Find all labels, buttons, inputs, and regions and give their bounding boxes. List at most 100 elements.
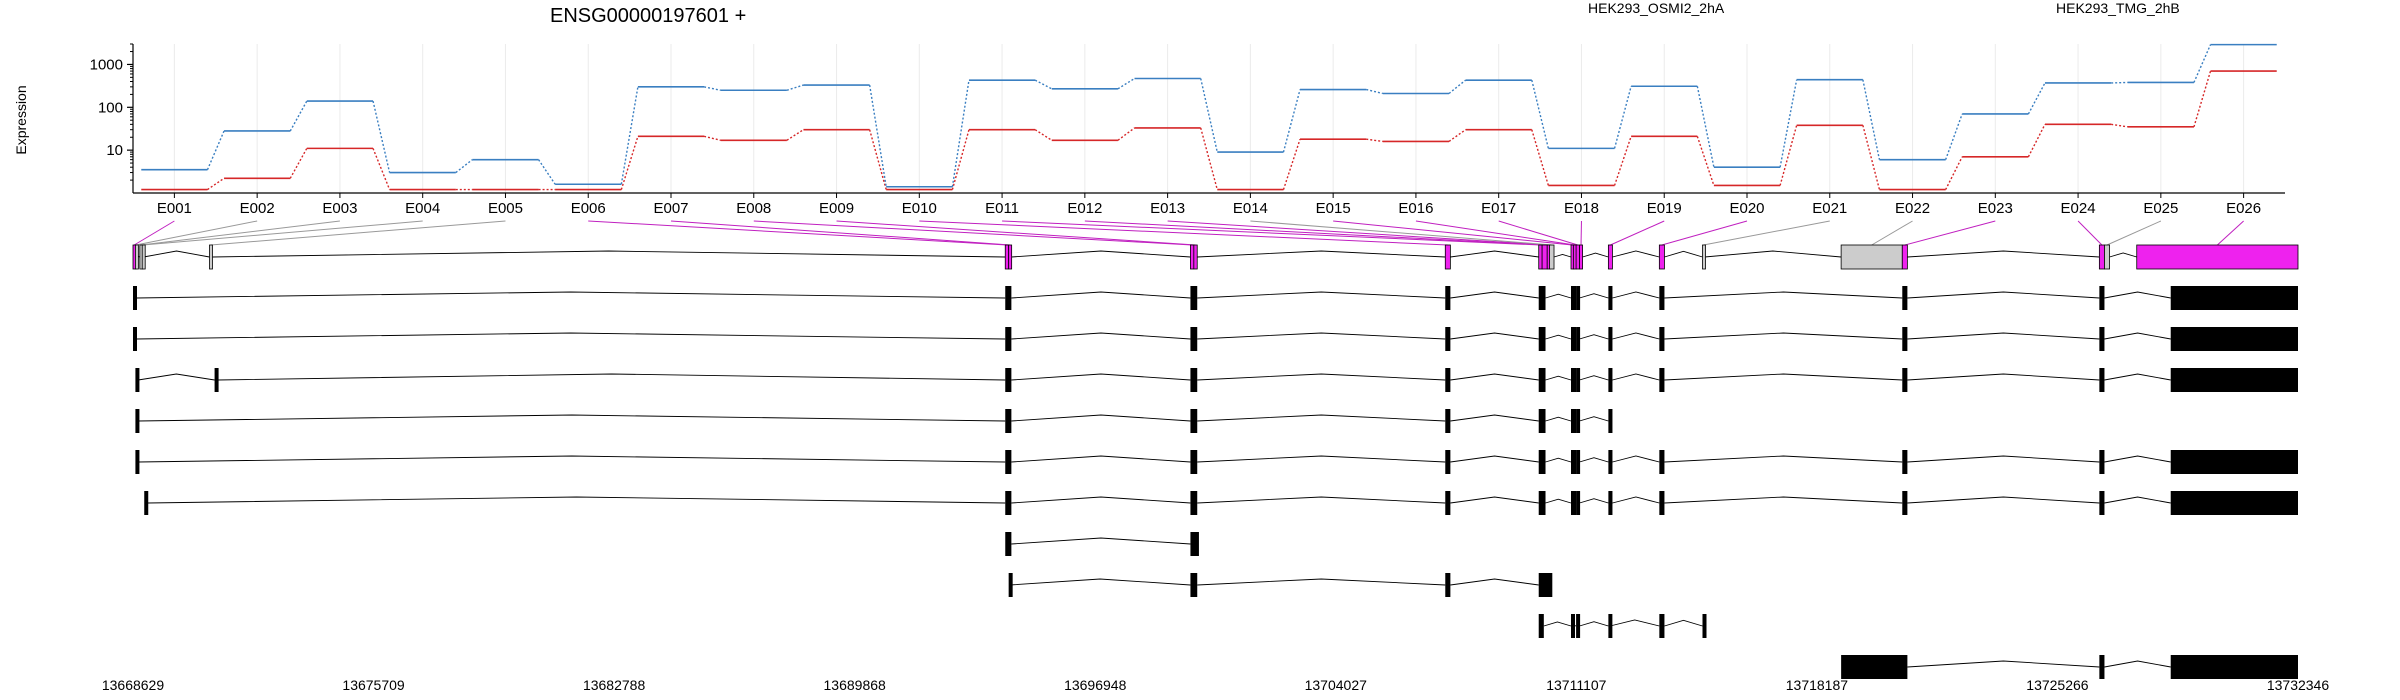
- x-tick-label-E021: E021: [1812, 200, 1847, 217]
- x-tick-label-E016: E016: [1398, 200, 1433, 217]
- transcript-exon: [1576, 409, 1581, 433]
- exon-E002: [135, 244, 139, 270]
- exon-E020: [1658, 244, 1665, 270]
- x-tick-label-E008: E008: [736, 200, 771, 217]
- series-2-transition: [1117, 77, 1135, 90]
- transcript-intron: [1579, 621, 1609, 627]
- transcript-intron: [1664, 619, 1703, 627]
- transcript-exon: [1902, 368, 1908, 392]
- transcript-intron: [2104, 455, 2171, 463]
- exon-E005: [209, 244, 213, 270]
- intron-arc: [1450, 250, 1539, 258]
- transcript-intron: [2104, 332, 2171, 340]
- transcript-intron: [1907, 660, 2100, 668]
- series-2-transition: [868, 84, 887, 187]
- transcript-exon: [2099, 327, 2105, 351]
- series-2-transition: [455, 159, 473, 174]
- connector-E008: [753, 220, 1193, 246]
- transcript-exon: [1608, 450, 1613, 474]
- transcript-exon: [1445, 327, 1451, 351]
- transcript-intron: [1579, 334, 1609, 340]
- exon-E006: [1004, 244, 1010, 270]
- series-1-transition: [1613, 136, 1632, 186]
- exon-E007: [1008, 244, 1013, 270]
- transcript-exon: [1608, 409, 1613, 433]
- connector-E003: [140, 220, 340, 246]
- transcript-exon: [1538, 327, 1546, 351]
- series-1-transition: [2193, 70, 2212, 128]
- intron-arc: [1197, 250, 1446, 258]
- transcript-exon: [1538, 573, 1553, 597]
- series-2-transition: [1448, 79, 1467, 95]
- transcript-exon: [1190, 573, 1198, 597]
- transcript-exon: [2170, 286, 2298, 310]
- transcript-intron: [1612, 291, 1660, 299]
- transcript-intron: [1450, 332, 1539, 340]
- series-2-transition: [206, 130, 225, 170]
- x-tick-label-E002: E002: [240, 200, 275, 217]
- exon-E012: [1541, 244, 1548, 270]
- coordinate-tick-label-5: 13704027: [1305, 677, 1368, 693]
- transcript-10: [1841, 655, 2298, 679]
- transcript-intron: [1664, 496, 1903, 504]
- coordinate-tick-label-8: 13725266: [2026, 677, 2089, 693]
- transcript-exon: [1005, 491, 1012, 515]
- connector-E013: [1167, 220, 1549, 246]
- transcript-intron: [1197, 496, 1446, 504]
- connector-E002: [135, 220, 258, 246]
- transcript-intron: [136, 332, 1006, 340]
- transcript-intron: [1609, 619, 1660, 627]
- transcript-intron: [1579, 457, 1609, 463]
- connector-E007: [670, 220, 1011, 246]
- transcript-exon: [135, 409, 140, 433]
- transcript-intron: [1664, 291, 1903, 299]
- transcript-intron: [1197, 414, 1446, 422]
- coordinate-tick-label-2: 13682788: [583, 677, 646, 693]
- transcript-exon: [1902, 286, 1908, 310]
- intron-arc: [1553, 253, 1572, 258]
- series-2-transition: [1696, 86, 1715, 168]
- transcript-exon: [1570, 614, 1575, 638]
- series-1-transition: [1945, 156, 1963, 190]
- transcript-exon: [1659, 286, 1665, 310]
- transcript-intron: [1545, 457, 1572, 463]
- transcript-exon: [2170, 368, 2298, 392]
- exon-E011: [1538, 244, 1543, 270]
- transcript-intron: [1450, 496, 1539, 504]
- transcript-exon: [1445, 573, 1451, 597]
- transcript-exon: [1445, 491, 1451, 515]
- transcript-intron: [1011, 373, 1191, 381]
- x-tick-label-E019: E019: [1647, 200, 1682, 217]
- transcript-intron: [1612, 332, 1660, 340]
- connector-E015: [1333, 220, 1573, 246]
- transcript-exon: [1005, 450, 1012, 474]
- series-1-transition: [2111, 123, 2128, 128]
- transcript-intron: [1450, 291, 1539, 299]
- exon-E019: [1607, 244, 1613, 270]
- transcript-exon: [1659, 368, 1665, 392]
- series-1-transition: [1282, 138, 1301, 190]
- transcript-intron: [1664, 373, 1903, 381]
- transcript-intron: [1579, 375, 1609, 381]
- series-1-transition: [207, 177, 225, 191]
- transcript-intron: [1664, 332, 1903, 340]
- transcript-intron: [1612, 373, 1660, 381]
- transcript-intron: [1450, 373, 1539, 381]
- series-2-transition: [1613, 86, 1632, 149]
- transcript-exon: [2099, 368, 2105, 392]
- transcript-exon: [1576, 491, 1581, 515]
- exon-E004: [141, 244, 146, 270]
- series-2-transition: [537, 159, 556, 185]
- x-tick-label-E007: E007: [653, 200, 688, 217]
- transcript-exon: [1659, 491, 1665, 515]
- transcript-exon: [1190, 532, 1199, 556]
- transcript-exon: [1576, 450, 1581, 474]
- connector-E017: [1498, 220, 1578, 246]
- transcript-intron: [1907, 373, 2100, 381]
- transcript-exon: [135, 450, 140, 474]
- transcript-exon: [1538, 286, 1546, 310]
- transcript-intron: [1545, 334, 1572, 340]
- transcript-intron: [1579, 498, 1609, 504]
- x-tick-label-E014: E014: [1233, 200, 1268, 217]
- y-axis-label: Expression: [13, 85, 29, 154]
